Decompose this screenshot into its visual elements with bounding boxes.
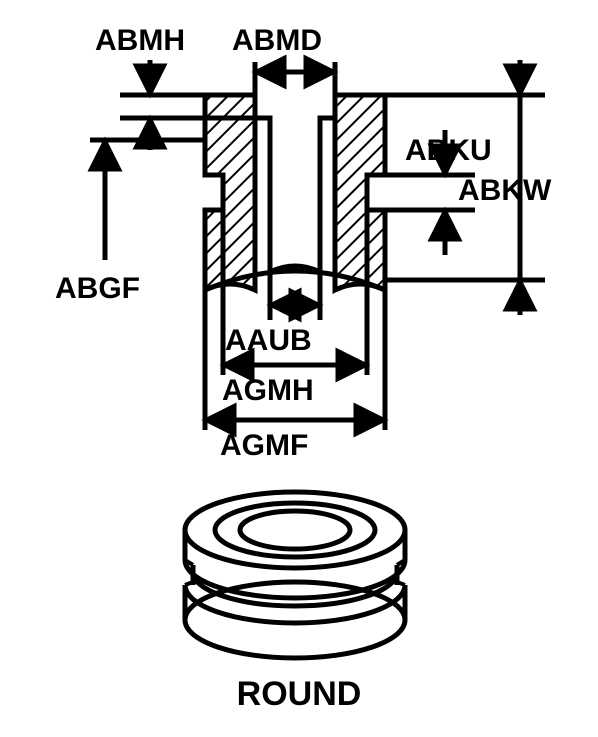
label-agmh: AGMH xyxy=(222,374,314,407)
label-abmh: ABMH xyxy=(95,24,185,57)
label-abgf: ABGF xyxy=(55,272,140,305)
dim-abgf: ABGF xyxy=(55,140,205,305)
section-left-wall xyxy=(205,95,255,290)
label-abkw: ABKW xyxy=(458,174,552,207)
ring-view xyxy=(185,492,405,658)
cross-section xyxy=(205,95,385,290)
label-aaub: AAUB xyxy=(225,324,312,357)
dim-abkw: ABKW xyxy=(385,60,552,315)
section-right-wall xyxy=(335,95,385,290)
label-abmd: ABMD xyxy=(232,24,322,57)
label-abku: ABKU xyxy=(405,134,492,167)
counterbore xyxy=(255,95,335,272)
label-agmf: AGMF xyxy=(220,429,308,462)
dim-abmd: ABMD xyxy=(232,24,335,95)
diagram-title: ROUND xyxy=(237,675,362,713)
